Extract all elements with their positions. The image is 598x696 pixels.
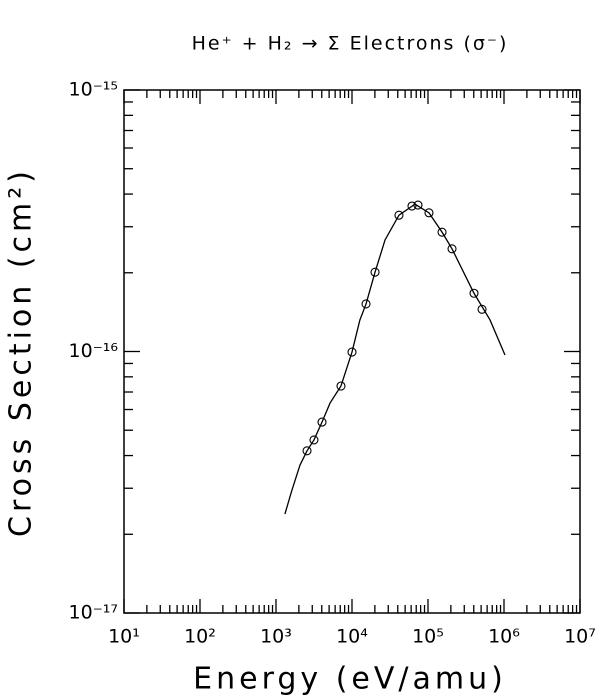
x-tick-label: 10³ xyxy=(260,626,292,648)
data-point xyxy=(309,435,319,445)
data-point xyxy=(413,200,423,210)
data-point xyxy=(407,201,417,211)
data-point xyxy=(361,299,371,309)
x-tick-label: 10⁶ xyxy=(488,626,520,648)
x-tick-label: 10⁴ xyxy=(336,626,368,648)
chart-title: He⁺ + H₂ → Σ Electrons (σ⁻) xyxy=(192,33,509,55)
x-tick-label: 10⁵ xyxy=(412,626,444,648)
data-point xyxy=(477,304,487,314)
x-tick-label: 10¹ xyxy=(108,626,140,648)
x-tick-label: 10⁷ xyxy=(564,626,596,648)
data-point xyxy=(469,288,479,298)
y-tick-label: 10⁻¹⁶ xyxy=(69,340,118,362)
data-point xyxy=(394,210,404,220)
data-point xyxy=(336,381,346,391)
data-point xyxy=(437,227,447,237)
y-tick-label: 10⁻¹⁵ xyxy=(69,79,118,101)
data-point xyxy=(424,208,434,218)
data-point xyxy=(317,417,327,427)
data-point xyxy=(347,347,357,357)
data-point xyxy=(447,244,457,254)
y-axis-label: Cross Section (cm²) xyxy=(4,167,39,537)
data-point xyxy=(370,267,380,277)
data-point xyxy=(302,446,312,456)
curve xyxy=(284,203,506,515)
y-tick-label: 10⁻¹⁷ xyxy=(69,602,118,624)
x-axis-label: Energy (eV/amu) xyxy=(193,662,507,696)
x-tick-label: 10² xyxy=(184,626,216,648)
